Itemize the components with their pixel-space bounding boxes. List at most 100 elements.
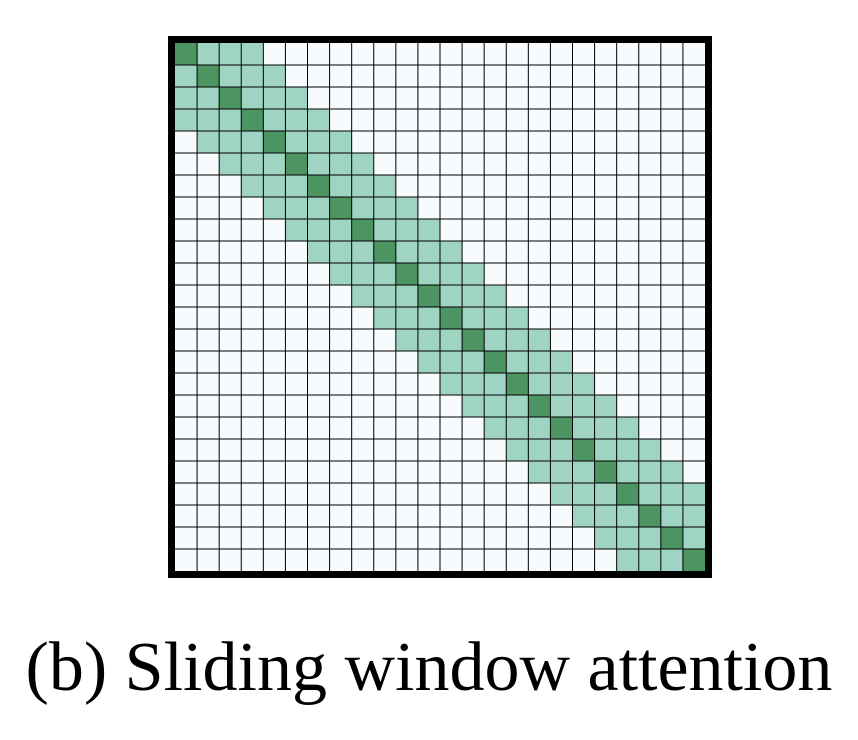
matrix-cell-empty <box>241 219 264 242</box>
matrix-cell-window <box>616 527 639 550</box>
matrix-cell-empty <box>638 285 661 308</box>
matrix-cell-empty <box>197 329 220 352</box>
matrix-cell-window <box>594 505 617 528</box>
matrix-cell-empty <box>550 43 573 66</box>
matrix-cell-empty <box>572 43 595 66</box>
matrix-cell-empty <box>682 241 706 264</box>
matrix-cell-empty <box>263 241 286 264</box>
matrix-cell-empty <box>572 241 595 264</box>
matrix-cell-empty <box>351 505 374 528</box>
matrix-cell-empty <box>484 87 507 110</box>
matrix-cell-empty <box>219 285 242 308</box>
matrix-cell-empty <box>594 131 617 154</box>
matrix-cell-window <box>594 439 617 462</box>
matrix-cell-empty <box>307 87 330 110</box>
matrix-cell-empty <box>594 373 617 396</box>
matrix-cell-empty <box>197 527 220 550</box>
matrix-cell-empty <box>219 373 242 396</box>
matrix-cell-empty <box>285 307 308 330</box>
matrix-cell-empty <box>263 351 286 374</box>
matrix-cell-empty <box>484 219 507 242</box>
matrix-cell-empty <box>440 219 463 242</box>
matrix-cell-diagonal <box>440 307 463 330</box>
matrix-cell-empty <box>528 109 551 132</box>
matrix-cell-empty <box>572 175 595 198</box>
matrix-cell-empty <box>528 527 551 550</box>
matrix-cell-empty <box>373 439 396 462</box>
matrix-cell-empty <box>638 241 661 264</box>
matrix-cell-empty <box>506 87 529 110</box>
matrix-cell-empty <box>550 197 573 220</box>
matrix-cell-empty <box>263 329 286 352</box>
matrix-border <box>168 36 712 578</box>
matrix-cell-empty <box>550 65 573 88</box>
matrix-cell-empty <box>638 43 661 66</box>
matrix-cell-empty <box>660 351 683 374</box>
matrix-cell-empty <box>373 461 396 484</box>
matrix-cell-empty <box>462 175 485 198</box>
matrix-cell-empty <box>572 153 595 176</box>
matrix-cell-empty <box>616 219 639 242</box>
matrix-cell-window <box>285 219 308 242</box>
matrix-cell-empty <box>484 439 507 462</box>
matrix-cell-empty <box>506 131 529 154</box>
matrix-cell-window <box>329 241 352 264</box>
matrix-cell-empty <box>417 461 441 484</box>
matrix-cell-empty <box>307 527 330 550</box>
matrix-cell-empty <box>395 439 418 462</box>
matrix-cell-empty <box>241 329 264 352</box>
matrix-cell-empty <box>197 483 220 506</box>
matrix-cell-empty <box>594 87 617 110</box>
matrix-cell-empty <box>506 285 529 308</box>
matrix-cell-window <box>329 153 352 176</box>
matrix-cell-window <box>307 241 330 264</box>
matrix-cell-empty <box>638 307 661 330</box>
matrix-cell-empty <box>440 109 463 132</box>
matrix-cell-empty <box>373 417 396 440</box>
matrix-cell-empty <box>528 505 551 528</box>
matrix-cell-empty <box>506 263 529 286</box>
matrix-cell-empty <box>528 483 551 506</box>
matrix-cell-empty <box>528 307 551 330</box>
matrix-cell-empty <box>682 307 706 330</box>
matrix-cell-empty <box>528 43 551 66</box>
matrix-cell-window <box>373 285 396 308</box>
matrix-cell-empty <box>440 505 463 528</box>
matrix-cell-empty <box>616 285 639 308</box>
matrix-cell-empty <box>329 527 352 550</box>
matrix-cell-window <box>440 351 463 374</box>
matrix-cell-empty <box>285 439 308 462</box>
matrix-cell-empty <box>484 43 507 66</box>
matrix-cell-empty <box>197 439 220 462</box>
matrix-cell-empty <box>219 549 242 572</box>
matrix-cell-window <box>550 395 573 418</box>
matrix-cell-empty <box>682 175 706 198</box>
matrix-cell-empty <box>484 153 507 176</box>
matrix-cell-window <box>307 109 330 132</box>
matrix-cell-window <box>263 175 286 198</box>
matrix-cell-empty <box>197 197 220 220</box>
matrix-cell-empty <box>373 483 396 506</box>
matrix-cell-empty <box>329 395 352 418</box>
matrix-cell-window <box>219 65 242 88</box>
matrix-cell-empty <box>351 483 374 506</box>
matrix-cell-empty <box>351 329 374 352</box>
matrix-cell-diagonal <box>550 417 573 440</box>
matrix-cell-empty <box>395 65 418 88</box>
matrix-cell-empty <box>395 131 418 154</box>
matrix-cell-empty <box>682 263 706 286</box>
matrix-cell-window <box>351 153 374 176</box>
matrix-cell-empty <box>285 43 308 66</box>
matrix-cell-window <box>395 241 418 264</box>
matrix-cell-empty <box>285 373 308 396</box>
matrix-cell-empty <box>660 395 683 418</box>
matrix-cell-empty <box>219 395 242 418</box>
matrix-cell-empty <box>616 241 639 264</box>
matrix-cell-empty <box>351 417 374 440</box>
matrix-cell-empty <box>550 285 573 308</box>
matrix-cell-empty <box>241 505 264 528</box>
matrix-cell-empty <box>219 483 242 506</box>
matrix-cell-diagonal <box>175 43 198 66</box>
matrix-cell-empty <box>594 65 617 88</box>
matrix-cell-empty <box>572 87 595 110</box>
